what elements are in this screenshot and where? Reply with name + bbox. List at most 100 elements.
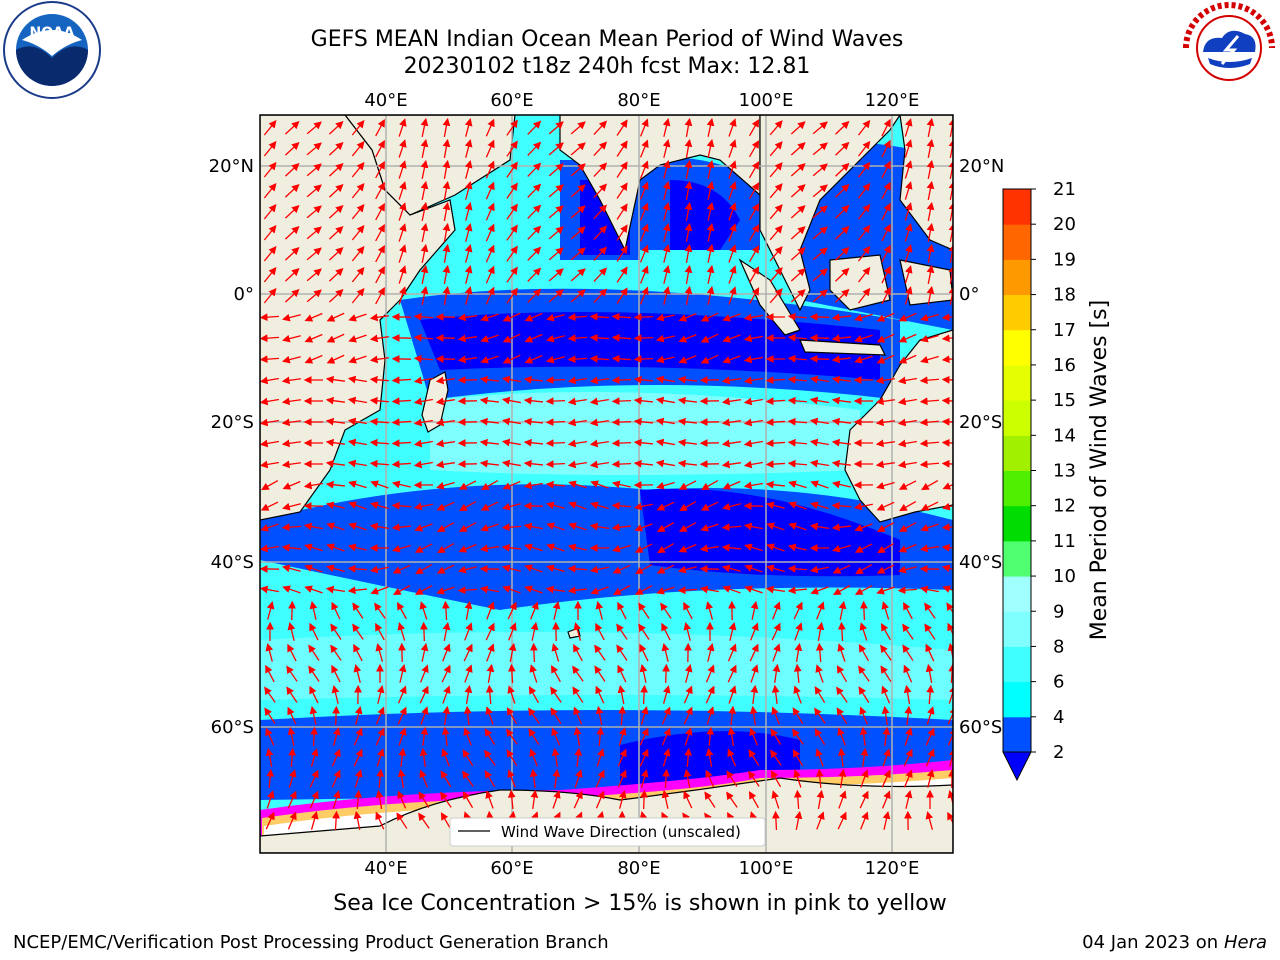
wave-direction-arrow	[369, 396, 390, 405]
wave-direction-arrow	[639, 118, 649, 137]
wave-direction-arrow	[304, 354, 323, 364]
wave-direction-arrow	[375, 181, 385, 200]
lon-tick-bottom: 60°E	[490, 858, 533, 879]
wave-direction-arrow	[881, 181, 891, 200]
wave-direction-arrow	[375, 789, 384, 809]
wave-direction-arrow	[771, 706, 780, 725]
colorbar-tick-label: 21	[1053, 179, 1076, 200]
wave-direction-arrow	[420, 243, 429, 263]
wave-direction-arrow	[589, 418, 609, 427]
wind-wave-arrows	[260, 117, 953, 831]
wave-direction-arrow	[787, 333, 808, 342]
wave-direction-arrow	[546, 313, 565, 322]
wave-direction-arrow	[442, 117, 451, 137]
wave-direction-arrow	[897, 586, 918, 595]
wave-direction-arrow	[309, 622, 319, 641]
wave-direction-arrow	[699, 544, 719, 553]
wave-direction-arrow	[728, 139, 737, 158]
wave-direction-arrow	[464, 286, 473, 305]
wave-direction-arrow	[485, 265, 495, 284]
wave-direction-arrow	[264, 707, 276, 724]
wave-direction-arrow	[897, 376, 917, 385]
wave-direction-arrow	[573, 622, 582, 641]
wave-direction-arrow	[281, 397, 302, 406]
wave-direction-arrow	[263, 287, 277, 304]
wave-direction-arrow	[835, 204, 850, 219]
wave-direction-arrow	[464, 600, 473, 620]
wave-direction-arrow	[638, 623, 650, 640]
wave-direction-arrow	[441, 664, 451, 683]
wave-direction-arrow	[721, 439, 741, 448]
wave-direction-arrow	[683, 790, 693, 809]
wave-direction-arrow	[749, 643, 759, 662]
wave-direction-arrow	[765, 376, 786, 385]
wave-direction-arrow	[677, 396, 698, 405]
wave-direction-arrow	[743, 334, 763, 343]
wave-direction-arrow	[898, 333, 917, 343]
wave-direction-arrow	[790, 247, 806, 261]
wave-direction-arrow	[728, 685, 737, 704]
wave-direction-arrow	[530, 621, 539, 641]
wave-direction-arrow	[479, 417, 500, 426]
map-frame	[259, 114, 954, 854]
wave-direction-arrow	[375, 727, 385, 746]
wave-direction-arrow	[391, 439, 412, 448]
wave-direction-arrow	[347, 438, 367, 447]
wave-direction-arrow	[678, 565, 697, 574]
wave-direction-arrow	[464, 160, 473, 179]
wave-direction-arrow	[524, 333, 543, 343]
wave-direction-arrow	[480, 501, 499, 511]
wave-direction-arrow	[325, 585, 345, 594]
footer-date: 04 Jan 2023 on Hera	[1082, 932, 1267, 953]
wave-direction-arrow	[639, 181, 649, 200]
wave-direction-arrow	[790, 142, 806, 156]
wave-direction-arrow	[574, 769, 583, 788]
wave-direction-arrow	[351, 225, 365, 241]
wave-direction-arrow	[790, 121, 806, 135]
wave-direction-arrow	[397, 685, 407, 704]
wave-direction-arrow	[640, 684, 649, 705]
wave-direction-arrow	[414, 585, 433, 595]
wave-direction-arrow	[589, 376, 609, 385]
wave-direction-arrow	[306, 121, 322, 135]
wave-direction-arrow	[351, 162, 365, 178]
wave-direction-arrow	[770, 749, 782, 766]
wave-direction-arrow	[527, 204, 542, 219]
wave-direction-arrow	[836, 665, 848, 683]
wave-direction-arrow	[527, 225, 542, 240]
wave-direction-arrow	[858, 644, 870, 662]
wave-direction-arrow	[568, 522, 587, 531]
wave-direction-arrow	[941, 459, 953, 468]
wave-direction-arrow	[904, 789, 913, 809]
wave-direction-arrow	[548, 142, 564, 156]
wave-direction-arrow	[881, 265, 891, 284]
wave-direction-arrow	[616, 266, 628, 283]
wave-direction-arrow	[881, 160, 891, 179]
wave-direction-arrow	[812, 289, 828, 303]
wave-direction-arrow	[353, 664, 362, 683]
wave-direction-arrow	[484, 770, 496, 788]
wave-direction-arrow	[442, 643, 451, 662]
wave-direction-arrow	[589, 354, 610, 363]
wave-direction-arrow	[700, 523, 719, 532]
wave-direction-arrow	[837, 621, 846, 642]
colorbar-tick-label: 13	[1053, 461, 1076, 482]
wave-direction-arrow	[837, 727, 846, 746]
wave-direction-arrow	[617, 748, 627, 767]
wave-direction-arrow	[441, 600, 450, 621]
wave-direction-arrow	[347, 396, 367, 405]
wave-direction-arrow	[546, 564, 565, 573]
wave-direction-arrow	[633, 334, 654, 343]
wave-direction-arrow	[810, 586, 829, 595]
wave-direction-arrow	[903, 684, 912, 704]
wave-direction-arrow	[859, 706, 868, 725]
wave-direction-arrow	[904, 727, 913, 746]
wave-direction-arrow	[593, 288, 608, 304]
wave-direction-arrow	[903, 748, 913, 767]
wave-direction-arrow	[790, 205, 806, 219]
wave-direction-arrow	[419, 601, 428, 620]
wave-direction-arrow	[545, 460, 566, 469]
wave-direction-arrow	[655, 334, 675, 343]
wave-direction-arrow	[328, 267, 344, 282]
wave-direction-arrow	[480, 313, 499, 322]
